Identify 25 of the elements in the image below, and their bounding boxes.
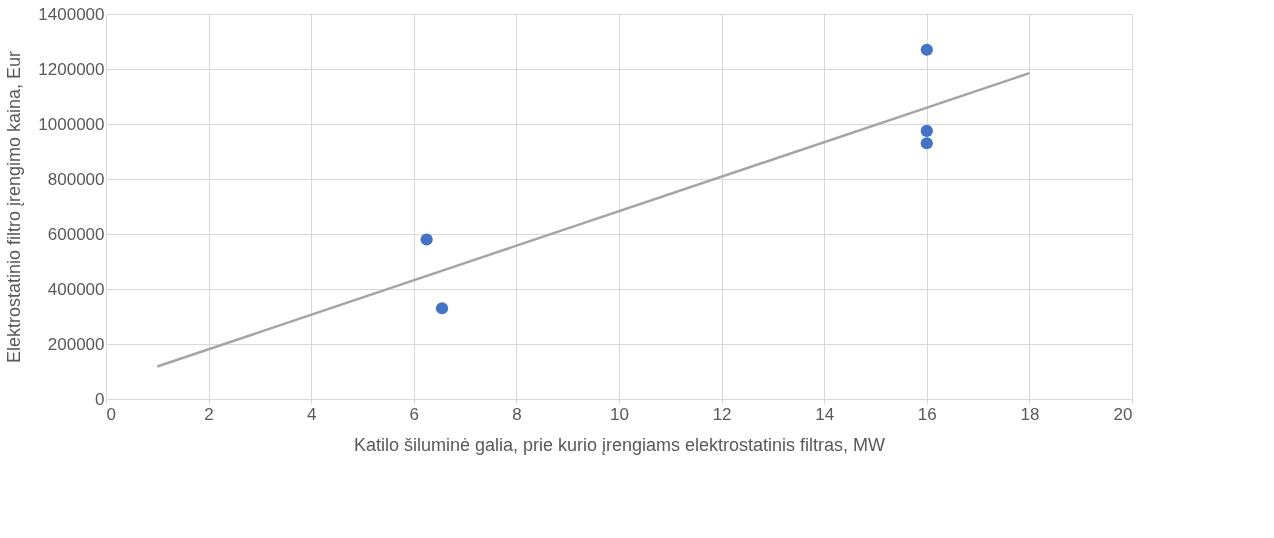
y-tick-label: 400000 — [47, 279, 105, 299]
y-tick-label: 200000 — [47, 334, 105, 354]
y-tick-label: 600000 — [47, 224, 105, 244]
y-tick-label: 0 — [95, 389, 105, 409]
y-tick-label: 1000000 — [38, 114, 105, 134]
point — [920, 137, 933, 150]
x-axis-title: Katilo šiluminė galia, prie kurio įrengiams elektrostatinis filtras, MW — [353, 434, 886, 455]
x-tick-label: 2 — [204, 404, 214, 424]
x-tick-label: 20 — [1113, 404, 1133, 424]
point — [920, 43, 933, 56]
x-tick-label: 18 — [1020, 404, 1040, 424]
y-tick-label: 1200000 — [38, 59, 105, 79]
x-tick-label: 8 — [512, 404, 522, 424]
point — [435, 302, 449, 315]
x-tick-label: 10 — [610, 404, 629, 424]
x-tick-label: 16 — [917, 404, 937, 424]
y-tick-label: 1400000 — [38, 4, 105, 24]
point — [920, 124, 933, 137]
y-tick-label: 800000 — [47, 169, 105, 189]
y-axis-title: Elektrostatinio filtro įrengimo kaina, Eur — [4, 50, 25, 364]
x-tick-label: 4 — [306, 404, 317, 424]
point — [420, 233, 433, 246]
x-tick-label: 14 — [815, 404, 835, 424]
x-tick-label: 12 — [712, 404, 732, 424]
x-tick-label: 6 — [409, 404, 420, 424]
